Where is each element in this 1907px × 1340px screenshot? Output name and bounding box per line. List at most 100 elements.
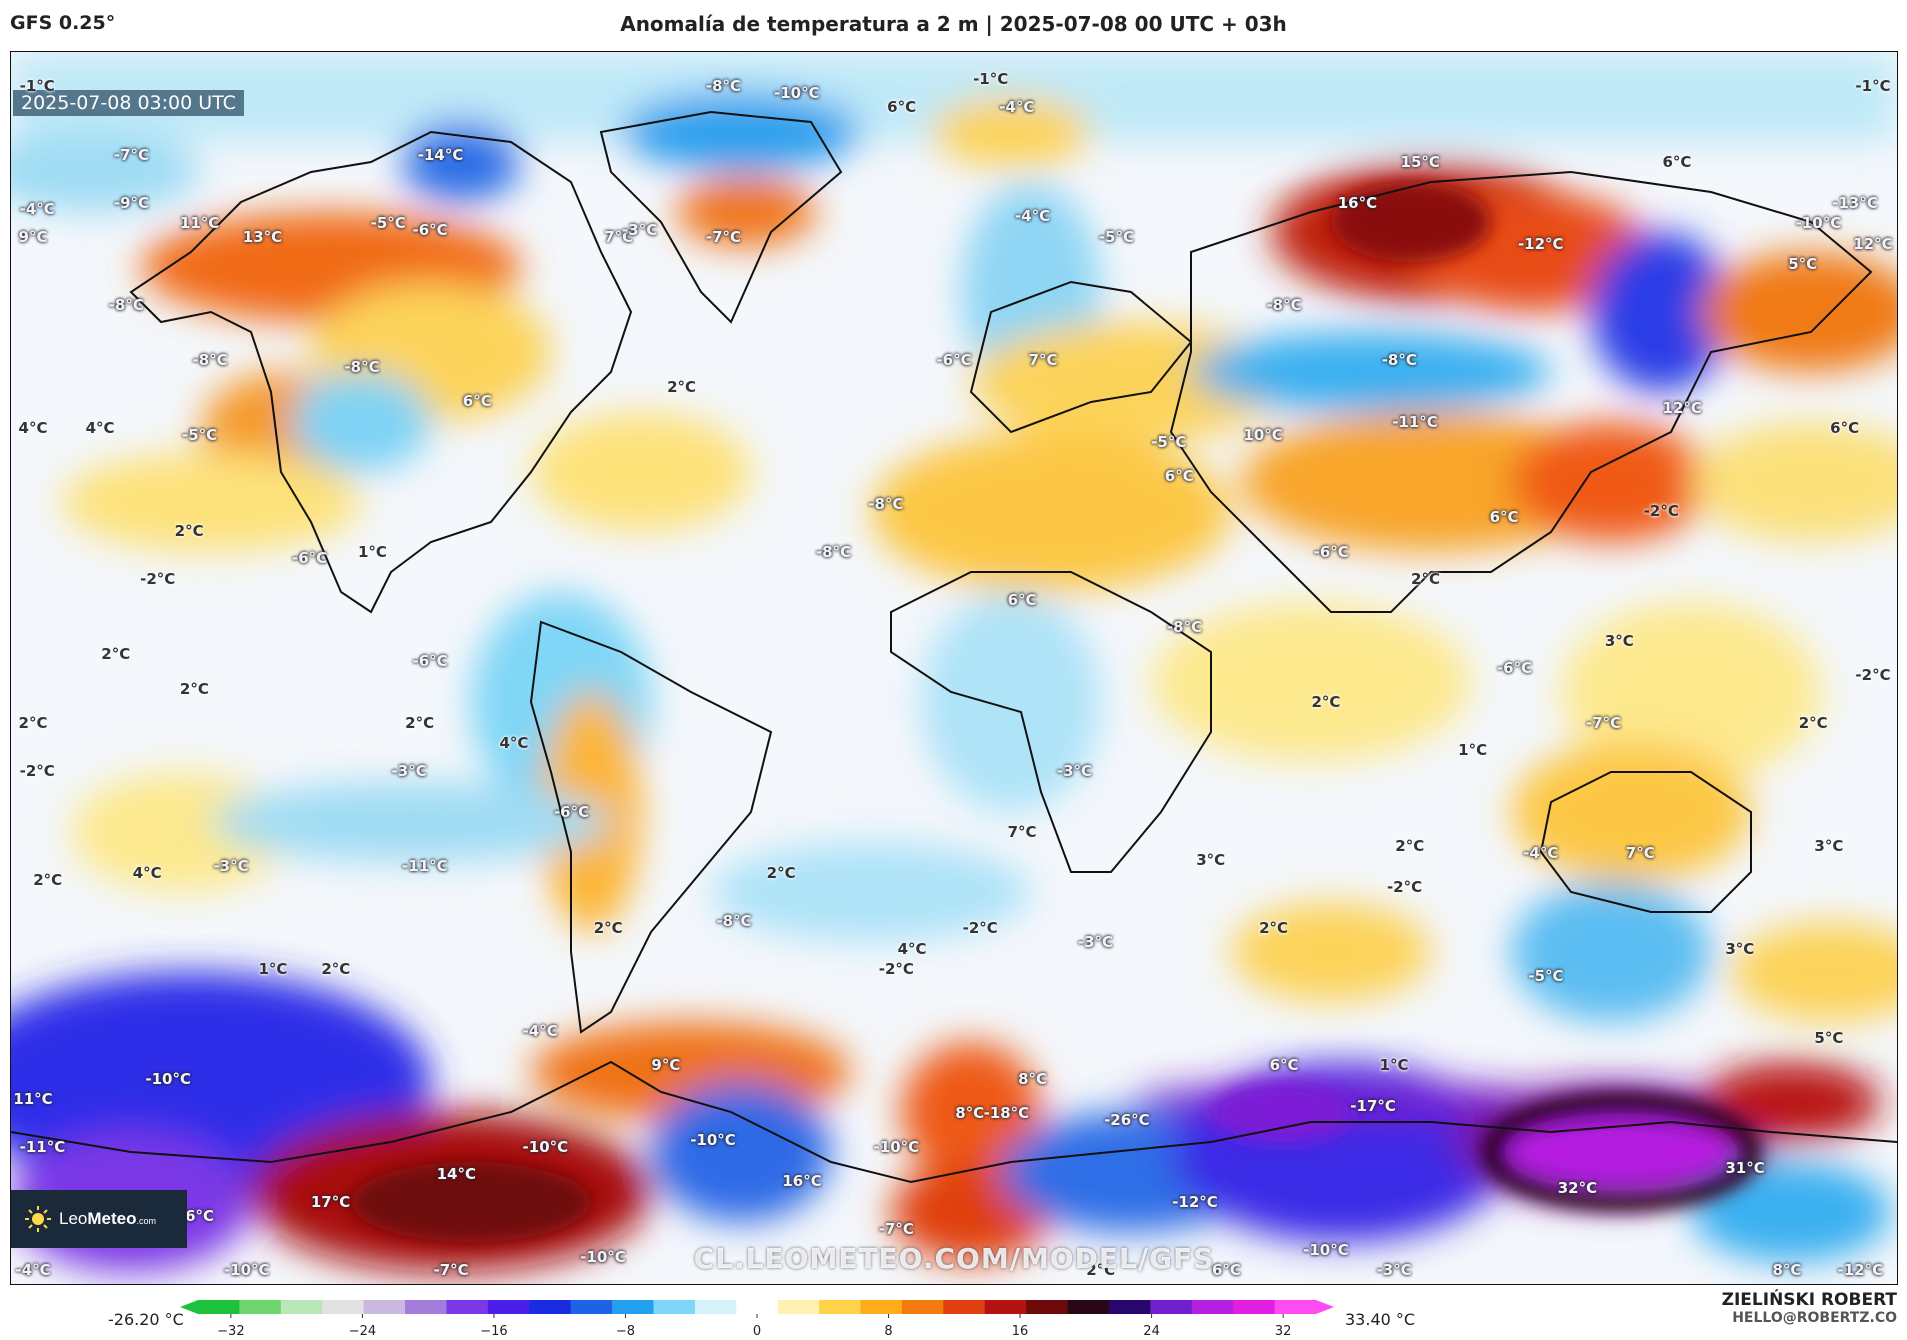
colorbar-min-arrow bbox=[180, 1300, 198, 1314]
anomaly-label: -12°C bbox=[1172, 1192, 1218, 1211]
anomaly-label: -1°C bbox=[973, 70, 1009, 89]
colorbar-tick-label: −32 bbox=[217, 1324, 245, 1339]
anomaly-label: 8°C bbox=[1772, 1261, 1802, 1280]
anomaly-label: -5°C bbox=[370, 214, 406, 233]
sun-icon bbox=[25, 1206, 51, 1232]
colorbar-segment bbox=[405, 1300, 447, 1314]
anomaly-label: -8°C bbox=[716, 912, 752, 931]
anomaly-label: 2°C bbox=[1086, 1261, 1116, 1280]
anomaly-label: -8°C bbox=[1266, 296, 1302, 315]
colorbar-segment bbox=[736, 1300, 779, 1314]
anomaly-label: 6°C bbox=[1269, 1055, 1299, 1074]
anomaly-label: -2°C bbox=[962, 919, 998, 938]
anomaly-label: -4°C bbox=[522, 1021, 558, 1040]
anomaly-label: 12°C bbox=[1853, 234, 1893, 253]
anomaly-label: -2°C bbox=[140, 570, 176, 589]
author-email: HELLO@ROBERTZ.CO bbox=[1732, 1310, 1897, 1326]
anomaly-label: 2°C bbox=[174, 522, 204, 541]
colorbar-tick-label: −24 bbox=[348, 1324, 377, 1339]
anomaly-label: -3°C bbox=[391, 761, 427, 780]
anomaly-label: -7°C bbox=[113, 145, 150, 164]
coastlines bbox=[11, 110, 1897, 1184]
anomaly-label: -11°C bbox=[402, 857, 448, 876]
anomaly-label: -4°C bbox=[1014, 207, 1051, 226]
anomaly-label: 4°C bbox=[499, 734, 529, 753]
colorbar-tick-label: −16 bbox=[480, 1324, 508, 1339]
colorbar-segment bbox=[860, 1300, 903, 1314]
anomaly-label: 32°C bbox=[1557, 1179, 1598, 1198]
anomaly-label: -2°C bbox=[1386, 878, 1423, 897]
author-block: ZIELIŃSKI ROBERT HELLO@ROBERTZ.CO bbox=[1722, 1290, 1897, 1326]
anomaly-label: 2°C bbox=[766, 864, 796, 883]
anomaly-label: -8°C bbox=[1381, 351, 1417, 369]
anomaly-label: -2°C bbox=[19, 761, 55, 780]
anomaly-label: -10°C bbox=[580, 1247, 626, 1266]
colorbar-segment bbox=[1026, 1300, 1069, 1314]
colorbar-segment bbox=[819, 1300, 862, 1314]
anomaly-label: -10°C bbox=[522, 1138, 569, 1157]
anomaly-core bbox=[351, 182, 1760, 1242]
anomaly-label: 6°C bbox=[1164, 467, 1194, 486]
colorbar-segment bbox=[1067, 1300, 1110, 1314]
anomaly-label: 2°C bbox=[179, 679, 209, 698]
colorbar-segment bbox=[570, 1300, 613, 1314]
anomaly-label: -12°C bbox=[1517, 234, 1564, 253]
anomaly-label: -8°C bbox=[1166, 617, 1203, 636]
anomaly-label: 2°C bbox=[18, 713, 48, 732]
colorbar-tick-label: 8 bbox=[884, 1324, 893, 1339]
anomaly-label: -2°C bbox=[878, 960, 914, 979]
map-watermark: CL.LEOMETEO.COM/MODEL/GFS bbox=[693, 1242, 1215, 1275]
anomaly-label: -12°C bbox=[1837, 1261, 1884, 1280]
anomaly-label: 8°C bbox=[955, 1103, 985, 1122]
map-canvas bbox=[11, 52, 1897, 1272]
colorbar-gradient bbox=[180, 1300, 1334, 1318]
colorbar-segment bbox=[1150, 1300, 1193, 1314]
anomaly-label: 6°C bbox=[1211, 1261, 1241, 1280]
anomaly-label: -8°C bbox=[868, 494, 904, 513]
anomaly-label: -13°C bbox=[1832, 193, 1878, 212]
colorbar-tick-label: 24 bbox=[1143, 1324, 1160, 1339]
anomaly-label: 2°C bbox=[593, 919, 623, 938]
anomaly-label: 11°C bbox=[179, 214, 220, 233]
anomaly-label: -8°C bbox=[192, 351, 228, 369]
anomaly-label: -10°C bbox=[774, 84, 820, 103]
colorbar-max-arrow bbox=[1316, 1300, 1334, 1314]
anomaly-label: -6°C bbox=[1313, 542, 1349, 561]
anomaly-label: -4°C bbox=[19, 200, 55, 219]
anomaly-label: 6°C bbox=[1830, 419, 1860, 438]
anomaly-label: -6°C bbox=[936, 351, 972, 369]
colorbar-tick-label: 16 bbox=[1011, 1324, 1029, 1339]
map-title: Anomalía de temperatura a 2 m | 2025-07-… bbox=[620, 12, 1287, 36]
colorbar-segment bbox=[529, 1300, 572, 1314]
anomaly-label: -4°C bbox=[999, 97, 1035, 116]
colorbar-tick-label: −8 bbox=[615, 1324, 636, 1339]
anomaly-label: -6°C bbox=[412, 652, 448, 671]
anomaly-label: 2°C bbox=[1311, 693, 1341, 712]
anomaly-label: 6°C bbox=[1007, 590, 1037, 609]
anomaly-label: 9°C bbox=[18, 227, 48, 246]
anomaly-label: -9°C bbox=[113, 193, 150, 212]
author-name: ZIELIŃSKI ROBERT bbox=[1721, 1290, 1897, 1310]
anomaly-label: 3°C bbox=[1196, 850, 1226, 869]
anomaly-label: -4°C bbox=[1523, 843, 1559, 862]
anomaly-label: -3°C bbox=[1056, 761, 1093, 780]
anomaly-label: 4°C bbox=[18, 419, 48, 438]
anomaly-label: 15°C bbox=[1400, 152, 1440, 171]
anomaly-label: 16°C bbox=[1337, 193, 1378, 212]
colorbar-tick-label: 0 bbox=[752, 1324, 762, 1339]
colorbar-segment bbox=[943, 1300, 986, 1314]
anomaly-label: 11°C bbox=[13, 1090, 53, 1109]
model-label: GFS 0.25° bbox=[10, 12, 116, 34]
colorbar-max-label: 33.40 °C bbox=[1345, 1310, 1416, 1329]
anomaly-label: 17°C bbox=[310, 1192, 351, 1211]
colorbar-segment bbox=[363, 1300, 406, 1314]
anomaly-label: -3°C bbox=[1376, 1261, 1412, 1280]
anomaly-label: 3°C bbox=[1725, 939, 1755, 958]
colorbar-segment bbox=[1274, 1300, 1317, 1314]
anomaly-label: -5°C bbox=[1098, 227, 1134, 246]
anomaly-label: 6°C bbox=[887, 97, 917, 116]
anomaly-label: 14°C bbox=[436, 1165, 476, 1184]
anomaly-label: 3°C bbox=[1814, 836, 1844, 855]
anomaly-label: -10°C bbox=[223, 1261, 270, 1280]
anomaly-label: -8°C bbox=[705, 77, 742, 96]
